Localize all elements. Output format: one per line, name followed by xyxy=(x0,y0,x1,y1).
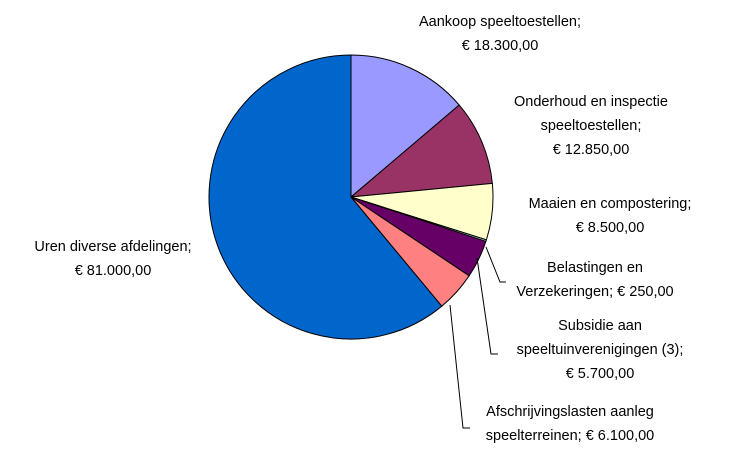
slice-label: Afschrijvingslasten aanleg speelterreine… xyxy=(470,400,670,448)
slice-label: Aankoop speeltoestellen; € 18.300,00 xyxy=(400,10,600,58)
leader-line xyxy=(476,257,498,355)
value-label: € 12.850,00 xyxy=(552,142,630,158)
category-label: Belastingen en Verzekeringen; xyxy=(516,260,643,300)
pie-slice xyxy=(208,54,443,340)
category-label: Maaien en compostering; xyxy=(528,196,692,212)
value-label: € 18.300,00 xyxy=(461,38,539,54)
value-label: € 6.100,00 xyxy=(585,428,655,444)
category-label: Subsidie aan speeltuinverenigingen (3); xyxy=(516,318,684,358)
slice-label: Maaien en compostering; € 8.500,00 xyxy=(500,192,720,240)
slice-label: Subsidie aan speeltuinverenigingen (3); €… xyxy=(500,314,700,386)
value-label: € 250,00 xyxy=(617,284,674,300)
value-label: € 8.500,00 xyxy=(575,220,645,236)
slice-label: Onderhoud en inspectie speeltoestellen; €… xyxy=(506,90,676,162)
category-label: Afschrijvingslasten aanleg speelterreine… xyxy=(485,404,654,444)
slice-label: Uren diverse afdelingen; € 81.000,00 xyxy=(0,235,226,283)
pie-slice xyxy=(349,104,493,198)
value-label: € 5.700,00 xyxy=(565,366,635,382)
leader-line xyxy=(449,304,470,429)
category-label: Onderhoud en inspectie speeltoestellen; xyxy=(514,94,668,134)
pie-slice xyxy=(350,54,460,199)
category-label: Uren diverse afdelingen; xyxy=(34,239,192,255)
leader-line xyxy=(485,246,506,283)
category-label: Aankoop speeltoestellen; xyxy=(418,14,582,30)
value-label: € 81.000,00 xyxy=(74,263,152,279)
slice-label: Belastingen en Verzekeringen; € 250,00 xyxy=(505,256,685,304)
